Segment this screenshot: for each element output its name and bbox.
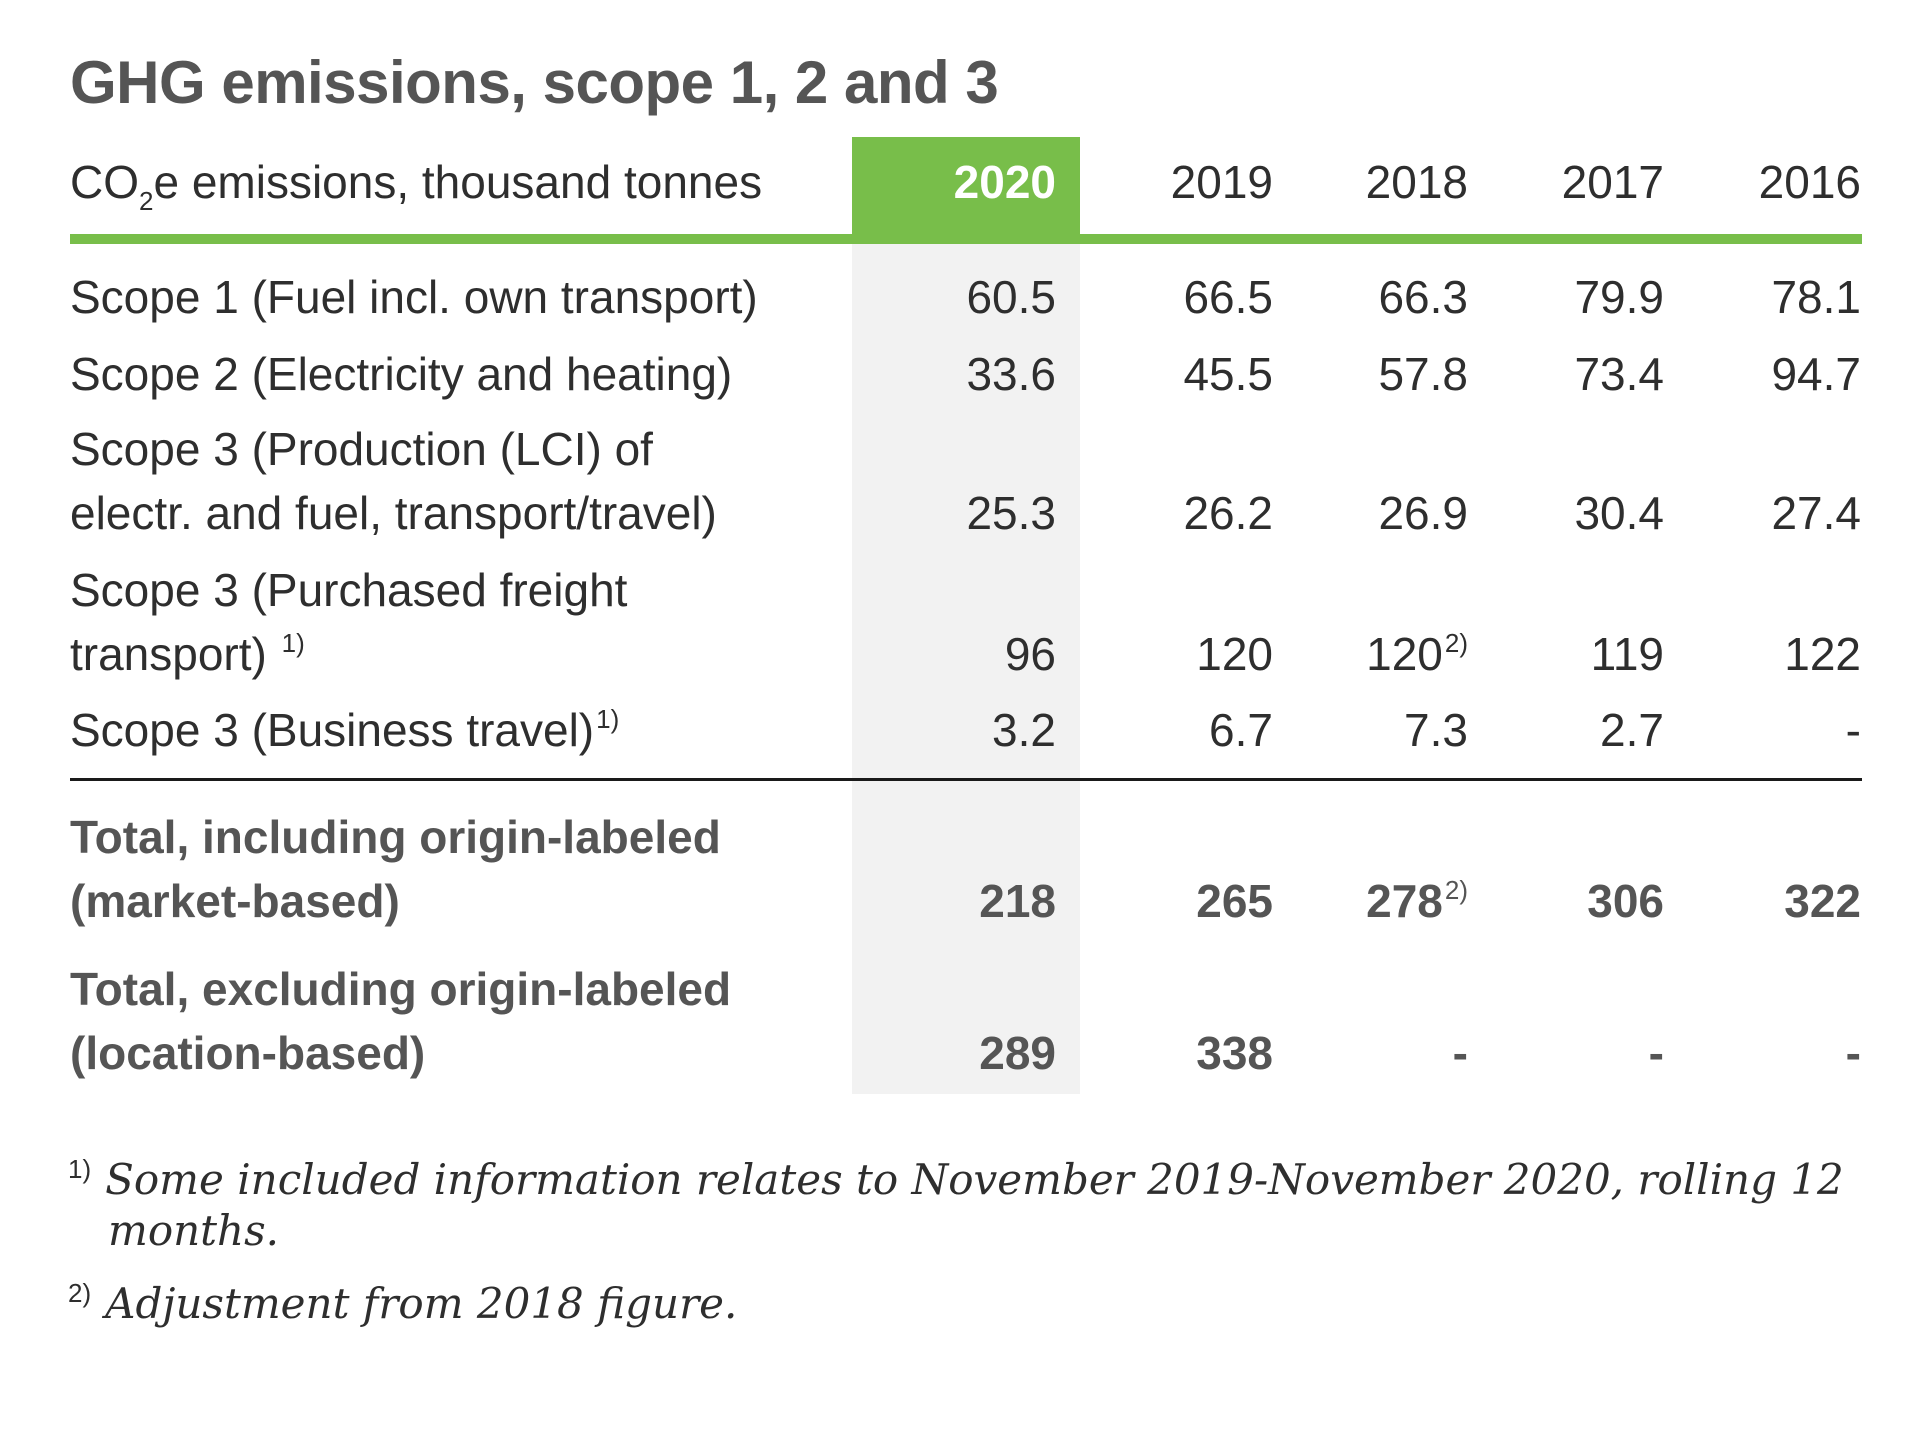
table-cell: 6.7 [1209,704,1273,756]
header-year-2020: 2020 [953,156,1056,208]
table-cell: - [1845,704,1861,756]
footnote-1-continued: months. [108,1206,279,1255]
footnote-1: 1) Some included information relates to N… [68,1154,1844,1204]
table-cell: 73.4 [1574,348,1664,400]
table-cell: 33.6 [966,348,1056,400]
row-label: Scope 3 (Business travel)1) [70,704,620,756]
footnote-marker: 2) [1444,628,1468,658]
table-cell: 26.9 [1378,487,1468,539]
header-year-2019: 2019 [1170,156,1273,208]
table-cell: 1202) [1366,628,1468,680]
row-label: Scope 3 (Production (LCI) of [70,423,653,475]
footnote-marker: 2) [68,1278,92,1308]
highlight-column-2020 [852,137,1080,1094]
row-label-continued: transport) 1) [70,628,305,680]
total-cell: 306 [1587,875,1664,927]
total-cell: - [1452,1027,1468,1079]
footnote-marker: 1) [596,704,620,734]
footnote-2: 2) Adjustment from 2018 figure. [68,1278,738,1328]
row-label-continued: electr. and fuel, transport/travel) [70,487,717,539]
header-year-2018: 2018 [1365,156,1468,208]
total-label-continued: (location-based) [70,1027,426,1079]
table-cell: 30.4 [1574,487,1664,539]
table-cell: 45.5 [1183,348,1273,400]
total-cell: 338 [1196,1027,1273,1079]
total-label-continued: (market-based) [70,875,400,927]
row-label: Scope 2 (Electricity and heating) [70,348,733,400]
table-cell: 79.9 [1574,271,1664,323]
table-cell: 119 [1590,628,1664,680]
row-label: Scope 3 (Purchased freight [70,564,628,616]
table-cell: 66.5 [1183,271,1273,323]
footnote-marker: 1) [68,1154,92,1184]
total-label: Total, excluding origin-labeled [70,963,732,1015]
total-cell: 289 [979,1027,1056,1079]
highlight-header-2020 [852,137,1080,235]
footnote-marker: 2) [1444,875,1468,905]
footnote-marker: 1) [281,628,305,658]
header-year-2017: 2017 [1561,156,1664,208]
totals-divider [70,778,1862,781]
table-cell: 122 [1784,628,1861,680]
total-cell: 265 [1196,875,1273,927]
row-label: Scope 1 (Fuel incl. own transport) [70,271,758,323]
table-cell: 57.8 [1378,348,1468,400]
total-cell: - [1845,1027,1861,1079]
table-cell: 2.7 [1600,704,1664,756]
table-cell: 60.5 [966,271,1056,323]
total-cell: 322 [1784,875,1861,927]
header-year-2016: 2016 [1758,156,1861,208]
table-cell: 3.2 [992,704,1056,756]
total-cell: 218 [979,875,1056,927]
table-cell: 78.1 [1771,271,1861,323]
table-cell: 27.4 [1771,487,1861,539]
header-unit-label: CO2e emissions, thousand tonnes [70,156,763,216]
total-label: Total, including origin-labeled [70,811,721,863]
header-divider [70,234,1862,244]
total-cell: 2782) [1366,875,1468,927]
table-cell: 7.3 [1404,704,1468,756]
table-cell: 25.3 [966,487,1056,539]
table-cell: 94.7 [1771,348,1861,400]
table-cell: 120 [1196,628,1273,680]
table-cell: 96 [1004,628,1056,680]
table-title: GHG emissions, scope 1, 2 and 3 [70,49,999,116]
total-cell: - [1648,1027,1664,1079]
table-cell: 26.2 [1183,487,1273,539]
table-cell: 66.3 [1378,271,1468,323]
